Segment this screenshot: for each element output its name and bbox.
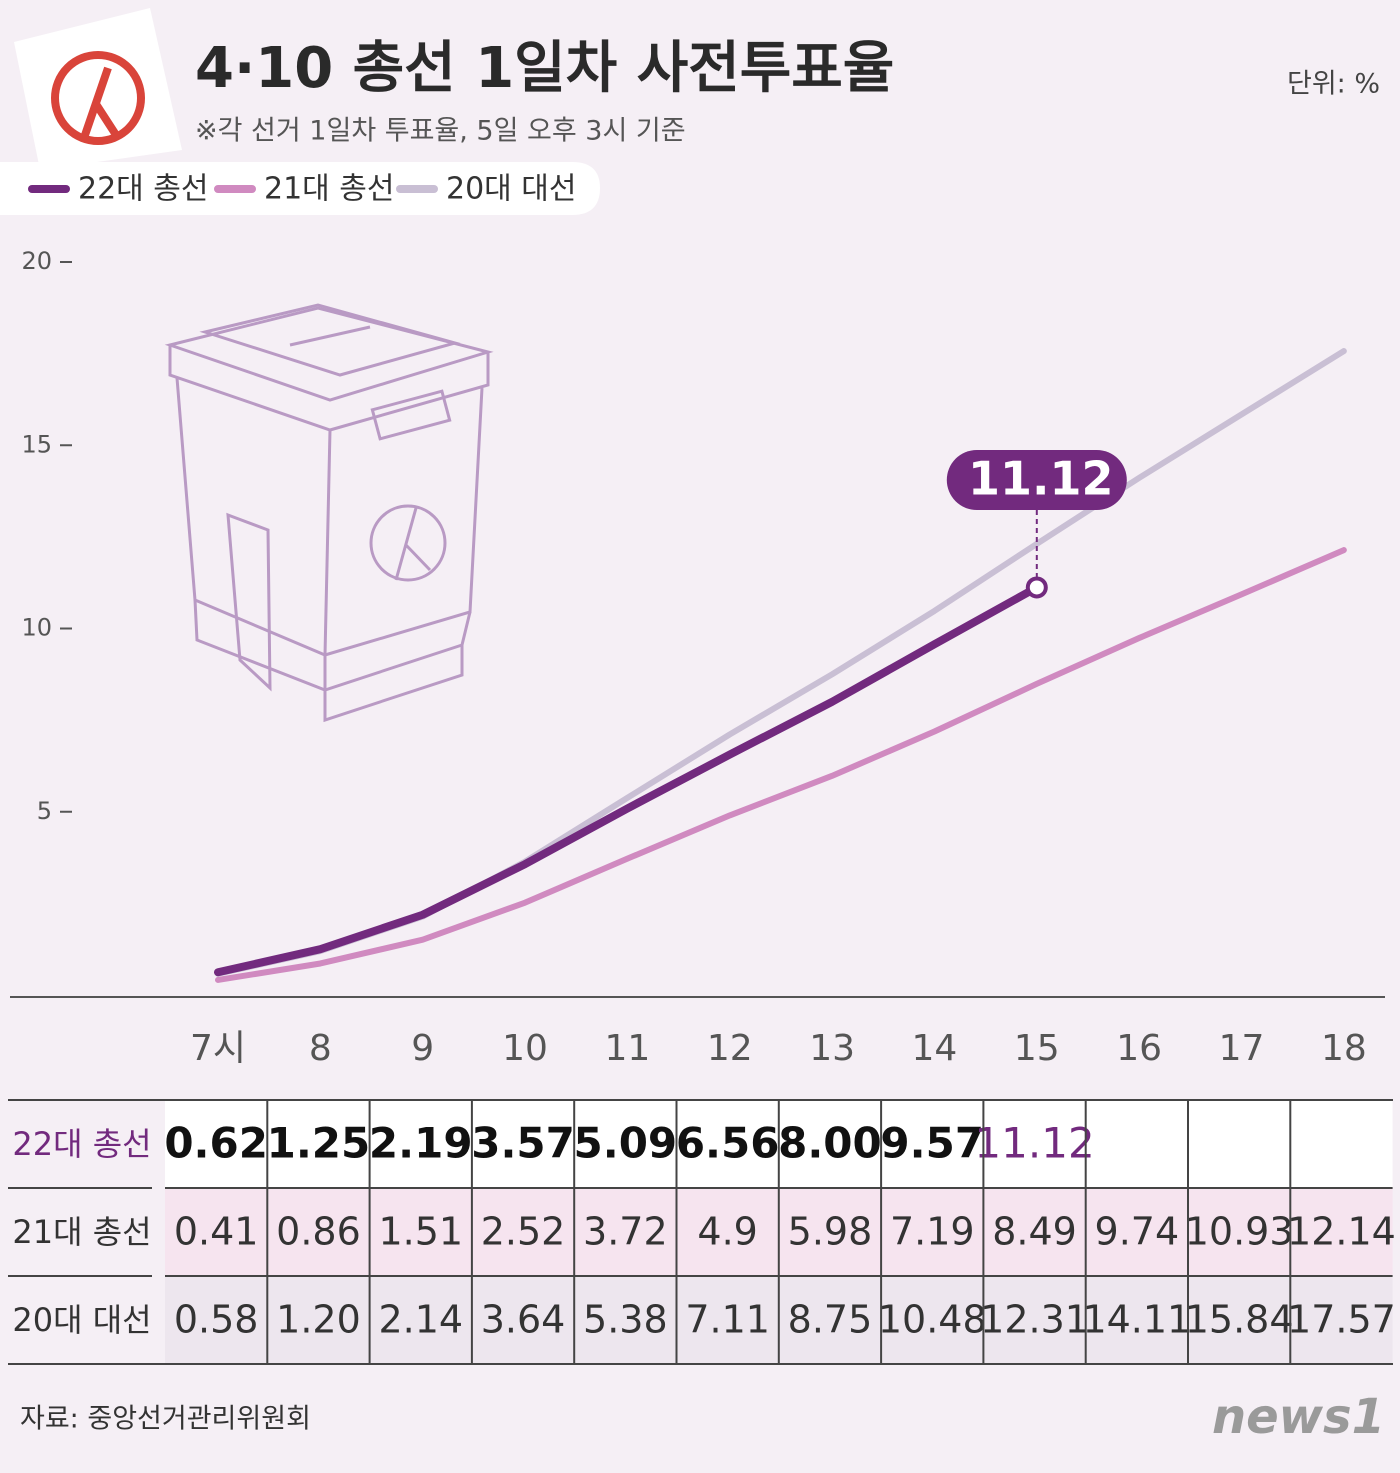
brand-logo: news1 <box>1212 1389 1385 1445</box>
table-cell: 1.25 <box>267 1119 371 1168</box>
x-tick-label: 10 <box>502 1028 548 1069</box>
callout-box <box>946 450 1127 510</box>
table-cell: 2.19 <box>369 1119 473 1168</box>
chart-subtitle: ※각 선거 1일차 투표율, 5일 오후 3시 기준 <box>195 116 686 147</box>
table-cell: 14.11 <box>1082 1298 1191 1342</box>
highlight-point <box>1025 576 1048 599</box>
table-cell: 10.48 <box>878 1298 987 1342</box>
table-cell: 11.12 <box>974 1119 1094 1168</box>
table-cell: 1.20 <box>276 1298 361 1342</box>
x-tick-label: 9 <box>411 1028 434 1069</box>
legend-label: 20대 대선 <box>446 172 577 207</box>
table-row-label: 22대 총선 <box>12 1125 151 1163</box>
logo-icon <box>14 8 182 170</box>
table-cell: 15.84 <box>1185 1298 1294 1342</box>
x-tick-label: 17 <box>1219 1028 1265 1069</box>
legend-box <box>0 162 600 215</box>
table-cell: 1.51 <box>378 1210 463 1254</box>
table-cell: 7.11 <box>685 1298 770 1342</box>
table-cell: 10.93 <box>1185 1210 1294 1254</box>
y-tick-label: 5 <box>37 797 52 825</box>
table-cell: 2.52 <box>481 1210 566 1254</box>
callout-label: 11.12 <box>968 452 1114 506</box>
y-tick-label: 15 <box>21 430 52 458</box>
series-line <box>215 547 1347 983</box>
table-cell: 4.9 <box>697 1210 757 1254</box>
table-cell: 2.14 <box>378 1298 463 1342</box>
legend-label: 21대 총선 <box>264 172 395 207</box>
x-tick-label: 12 <box>707 1028 753 1069</box>
table-cell: 12.31 <box>980 1298 1089 1342</box>
table-cell: 3.72 <box>583 1210 668 1254</box>
table-row-label: 20대 대선 <box>12 1301 151 1339</box>
table-cell: 0.41 <box>174 1210 259 1254</box>
x-tick-label: 15 <box>1014 1028 1060 1069</box>
table-cell: 8.49 <box>992 1210 1077 1254</box>
table-cell: 0.62 <box>164 1119 268 1168</box>
table-cell: 3.64 <box>481 1298 566 1342</box>
source: 자료: 중앙선거관리위원회 <box>20 1404 311 1435</box>
table-cell: 0.58 <box>174 1298 259 1342</box>
table-cell: 9.74 <box>1095 1210 1180 1254</box>
table-cell: 3.57 <box>471 1119 575 1168</box>
table-cell: 9.57 <box>880 1119 984 1168</box>
table-cell: 8.00 <box>778 1119 882 1168</box>
x-tick-label: 16 <box>1116 1028 1162 1069</box>
table-cell: 5.98 <box>788 1210 873 1254</box>
x-tick-label: 8 <box>309 1028 332 1069</box>
table-cell: 7.19 <box>890 1210 975 1254</box>
table-cell: 8.75 <box>788 1298 873 1342</box>
table-row-label: 21대 총선 <box>12 1213 151 1251</box>
y-tick-label: 10 <box>21 614 52 642</box>
x-tick-label: 14 <box>912 1028 958 1069</box>
table-cell: 17.57 <box>1287 1298 1396 1342</box>
y-tick-label: 20 <box>21 247 52 275</box>
table-cell: 6.56 <box>676 1119 780 1168</box>
x-tick-label: 11 <box>604 1028 650 1069</box>
table-cell: 0.86 <box>276 1210 361 1254</box>
x-tick-label: 7시 <box>190 1028 246 1069</box>
chart-title: 4·10 총선 1일차 사전투표율 <box>195 36 894 101</box>
table-cell: 5.09 <box>574 1119 678 1168</box>
unit-label: 단위: % <box>1287 69 1380 100</box>
ballot-box-illustration <box>164 303 494 723</box>
table-cell: 5.38 <box>583 1298 668 1342</box>
x-tick-label: 18 <box>1321 1028 1367 1069</box>
series-line <box>214 583 1041 977</box>
legend-label: 22대 총선 <box>78 172 209 207</box>
x-tick-label: 13 <box>809 1028 855 1069</box>
table-cell: 12.14 <box>1287 1210 1396 1254</box>
